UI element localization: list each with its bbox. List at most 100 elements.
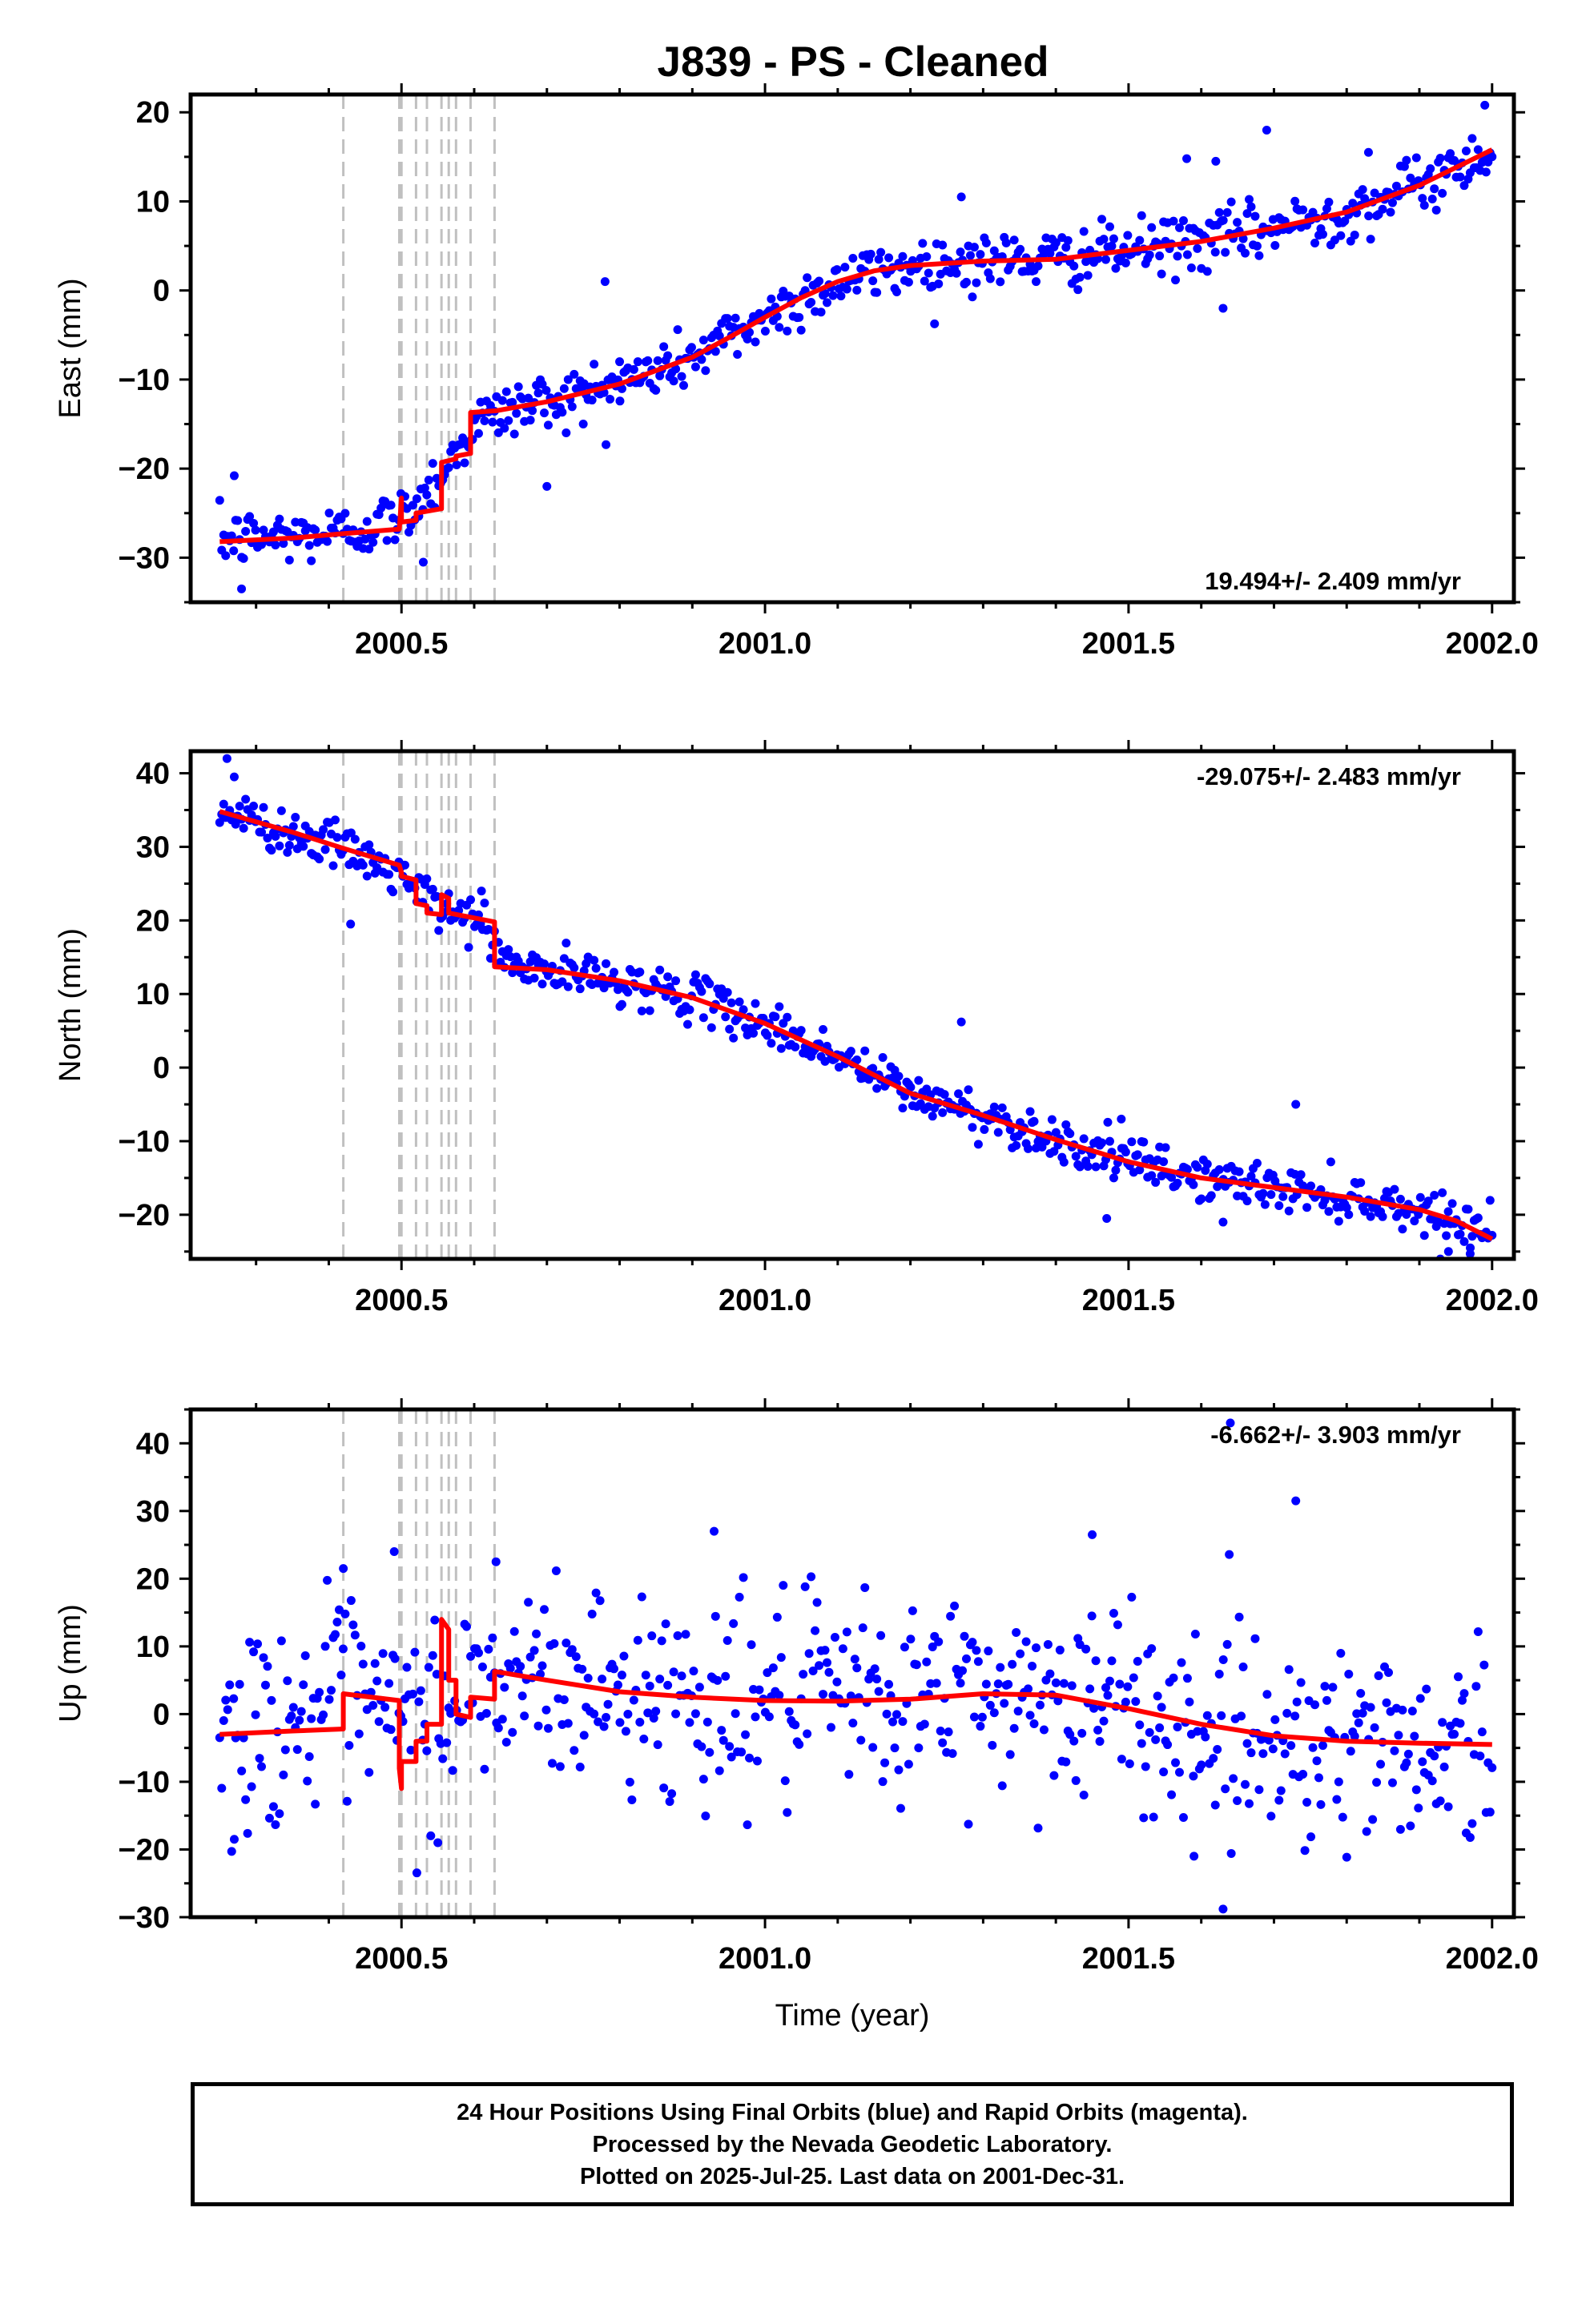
data-point — [229, 471, 239, 480]
data-point — [764, 1712, 774, 1722]
data-point — [231, 819, 240, 829]
data-point — [433, 1838, 443, 1848]
data-point — [775, 323, 784, 332]
data-point — [575, 984, 585, 994]
data-point — [1101, 255, 1111, 264]
data-point — [852, 1055, 862, 1065]
data-point — [1302, 1798, 1312, 1807]
data-point — [1079, 1790, 1089, 1799]
data-point — [1378, 204, 1387, 214]
data-point — [555, 1762, 565, 1771]
data-point — [1426, 164, 1435, 174]
data-point — [235, 802, 244, 811]
data-point — [390, 535, 400, 545]
data-point — [1067, 1681, 1077, 1691]
data-point — [1169, 1673, 1178, 1683]
data-point — [997, 1781, 1007, 1791]
data-point — [1167, 1172, 1177, 1182]
data-point — [1218, 304, 1228, 313]
data-point — [673, 325, 682, 335]
panel-3: 2000.5 2001.0 2001.5 2002.0 40 30 20 10 0 −10 −20 −… — [54, 1398, 1539, 2032]
data-point — [223, 1705, 232, 1715]
data-point — [627, 1795, 637, 1804]
data-point — [1481, 167, 1491, 177]
data-point — [1284, 1206, 1294, 1216]
data-point — [1459, 1689, 1469, 1699]
data-point — [1415, 1192, 1425, 1202]
data-point — [315, 854, 324, 864]
data-point — [1411, 153, 1421, 163]
x-tick-label: 2001.5 — [1082, 1284, 1175, 1317]
data-point — [524, 1598, 533, 1607]
data-point — [1088, 1530, 1097, 1539]
data-point — [882, 1709, 892, 1719]
data-point — [1210, 1800, 1220, 1810]
data-point — [512, 408, 521, 418]
data-point — [1147, 1644, 1157, 1654]
data-point — [1461, 147, 1471, 156]
data-point — [914, 1076, 924, 1085]
data-point — [876, 247, 886, 257]
data-point — [1055, 1645, 1065, 1655]
data-point — [368, 537, 378, 547]
data-point — [1473, 1627, 1483, 1637]
data-point — [731, 1709, 740, 1719]
data-point — [1159, 1157, 1169, 1167]
data-point — [1178, 215, 1188, 225]
caption-box: 24 Hour Positions Using Final Orbits (bl… — [191, 2082, 1514, 2206]
data-point — [1151, 1177, 1161, 1187]
data-point — [1446, 149, 1455, 159]
data-point — [928, 1642, 937, 1652]
data-point — [1435, 153, 1445, 163]
data-point — [1298, 205, 1308, 215]
data-point — [504, 945, 513, 955]
data-point — [815, 276, 824, 286]
data-point — [852, 1663, 862, 1673]
data-point — [1085, 1684, 1095, 1694]
data-point — [364, 840, 374, 850]
data-point — [412, 1868, 421, 1878]
data-point — [570, 1746, 579, 1755]
data-point — [1059, 1157, 1069, 1167]
data-point — [1457, 1695, 1467, 1705]
data-point — [442, 1738, 452, 1747]
data-point — [667, 1789, 677, 1799]
data-point — [243, 1828, 252, 1838]
data-point — [540, 959, 549, 969]
data-point — [1085, 245, 1095, 255]
data-point — [528, 406, 537, 416]
model-line — [219, 1617, 1492, 1791]
data-point — [1270, 1715, 1280, 1724]
data-point — [1171, 275, 1181, 285]
data-point — [1145, 250, 1154, 259]
data-point — [669, 376, 678, 386]
data-point — [590, 1709, 599, 1719]
data-point — [1075, 272, 1085, 282]
data-point — [215, 818, 224, 827]
panel-1: 2000.5 2001.0 2001.5 2002.0 20 10 0 −10 −20 −30 Ea… — [54, 83, 1539, 661]
data-point — [1386, 207, 1395, 217]
x-tick-label: 2002.0 — [1446, 1284, 1539, 1317]
data-point — [981, 1679, 991, 1689]
data-point — [1218, 1904, 1228, 1914]
data-point — [259, 802, 268, 812]
data-point — [599, 1722, 609, 1731]
data-point — [956, 1679, 965, 1688]
data-point — [1318, 230, 1327, 239]
chart-title: J839 - PS - Cleaned — [658, 38, 1049, 86]
data-point — [665, 1797, 674, 1807]
data-point — [1161, 1143, 1170, 1152]
data-point — [579, 1731, 589, 1740]
data-point — [1157, 1703, 1166, 1712]
data-point — [543, 420, 553, 430]
data-point — [319, 825, 328, 834]
data-point — [501, 1738, 511, 1747]
data-point — [219, 1715, 228, 1725]
data-point — [795, 312, 804, 322]
data-point — [870, 1664, 880, 1674]
data-point — [866, 249, 875, 259]
data-point — [384, 1679, 394, 1688]
data-point — [406, 1745, 416, 1755]
data-point — [944, 1727, 953, 1737]
data-point — [1045, 248, 1055, 258]
